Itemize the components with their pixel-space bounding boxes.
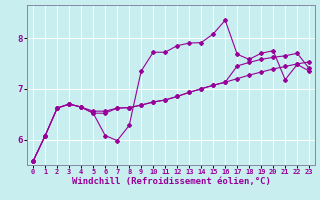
X-axis label: Windchill (Refroidissement éolien,°C): Windchill (Refroidissement éolien,°C) (72, 177, 271, 186)
